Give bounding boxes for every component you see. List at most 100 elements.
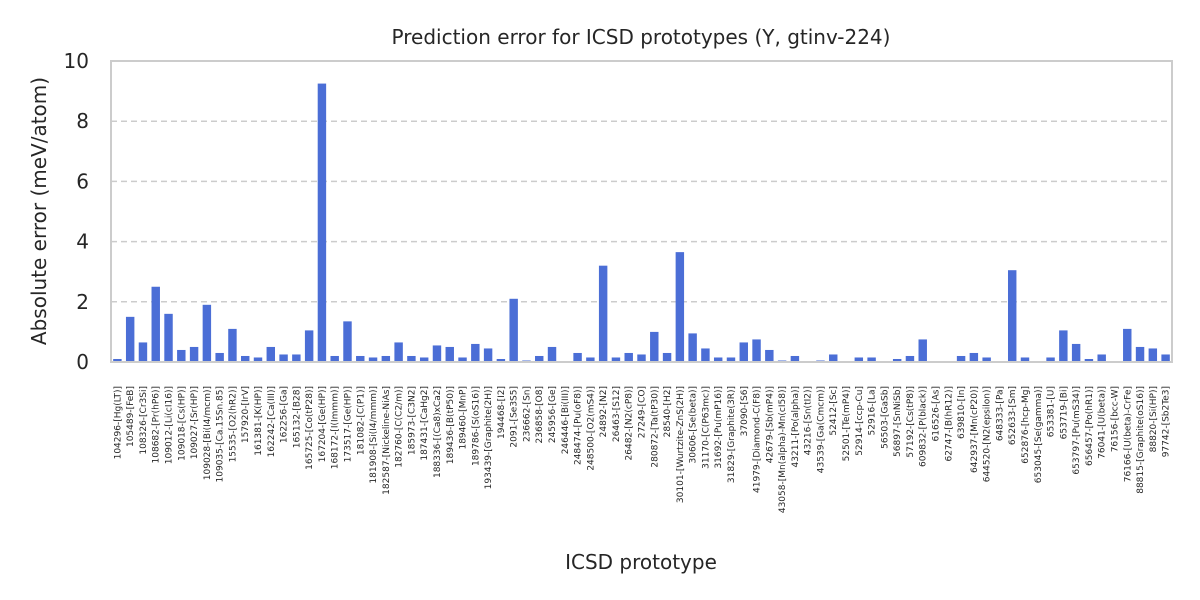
bar xyxy=(662,352,672,362)
bar xyxy=(1046,357,1055,362)
bar xyxy=(752,339,761,362)
bar xyxy=(177,349,186,362)
bar xyxy=(445,346,454,362)
x-tick-label: 189460-[MnP] xyxy=(459,386,469,450)
bar xyxy=(637,354,646,362)
x-tick-label: 165132-[B28] xyxy=(292,386,302,448)
x-tick-label: 52501-[Te(mP4)] xyxy=(842,386,852,461)
bar xyxy=(125,316,135,362)
bar xyxy=(829,354,838,362)
x-tick-label: 161381-[K(HP)] xyxy=(254,386,264,456)
x-tick-label: 194468-[I2] xyxy=(497,386,507,439)
bar xyxy=(905,355,915,362)
bar xyxy=(854,357,864,362)
x-tick-label: 248500-[O2(mS4)] xyxy=(586,386,596,471)
x-tick-label: 193439-[Graphite(2H)] xyxy=(484,386,494,489)
bar xyxy=(1084,358,1094,362)
bar xyxy=(547,346,557,362)
x-tick-label: 76041-[U(beta)] xyxy=(1098,386,1108,459)
x-tick-label: 15535-[O2(hR2)] xyxy=(228,386,238,462)
x-tick-label: 88815-[Graphite(oS16)] xyxy=(1136,386,1146,494)
bar xyxy=(407,355,416,362)
x-tick-label: 109027-[Sr(HP)] xyxy=(190,386,200,459)
bar xyxy=(317,83,327,362)
x-tick-label: 97742-[Sb2Te3] xyxy=(1162,386,1172,457)
bar xyxy=(982,357,991,362)
x-tick-label: 56897-[SnNiSb] xyxy=(893,386,903,457)
x-axis-label: ICSD prototype xyxy=(565,550,717,574)
x-tick-label: 109028-[Bi(I4/mcm)] xyxy=(203,386,213,480)
x-tick-label: 165725-[Co(tP28)] xyxy=(305,386,315,470)
x-tick-label: 2091-[Se3S5] xyxy=(510,386,520,448)
chart-title: Prediction error for ICSD prototypes (Y,… xyxy=(392,25,891,49)
y-tick-label: 10 xyxy=(64,49,89,73)
x-tick-label: 653797-[Pu(mS34)] xyxy=(1072,386,1082,475)
plot-frame xyxy=(110,60,1173,363)
bar xyxy=(343,321,352,362)
x-tick-label: 43211-[Po(alpha)] xyxy=(791,386,801,467)
bar xyxy=(1007,270,1017,362)
y-tick-label: 6 xyxy=(76,169,89,193)
bar xyxy=(956,355,966,362)
x-tick-label: 236858-[O8] xyxy=(535,386,545,443)
bars xyxy=(113,83,1170,362)
x-tick-label: 62747-[B(hR12)] xyxy=(944,386,954,462)
x-tick-label: 109012-[Li(cI16)] xyxy=(165,386,175,464)
x-tick-label: 42679-[Sb(mP4)] xyxy=(765,386,775,463)
x-axis-ticks: 104296-[Hg(LT)] 105489-[FeB] 108326-[Cr3Si… xyxy=(113,386,1171,513)
x-tick-label: 189436-[B(tP50)] xyxy=(446,386,456,464)
x-tick-label: 43058-[Mn(alpha)-Mn(cI58)] xyxy=(778,386,788,513)
bar xyxy=(675,252,685,362)
x-tick-label: 162242-[Ca(III)] xyxy=(267,386,277,457)
x-tick-label: 187431-[CaHg2] xyxy=(420,386,430,461)
x-tick-label: 24892-[N2] xyxy=(599,386,609,437)
bar xyxy=(1148,348,1158,362)
bar xyxy=(138,342,148,362)
bar xyxy=(867,357,876,362)
bar xyxy=(368,357,378,362)
x-tick-label: 43216-[Sn(tI2)] xyxy=(804,386,814,455)
x-tick-label: 653045-[Se(gamma)] xyxy=(1034,386,1044,483)
x-tick-label: 105489-[FeB] xyxy=(126,386,136,447)
x-tick-label: 644520-[N2(epsilon)] xyxy=(983,386,993,482)
y-tick-label: 4 xyxy=(76,230,89,254)
x-tick-label: 652876-[hcp-Mg] xyxy=(1021,386,1031,464)
bar xyxy=(573,352,582,362)
x-tick-label: 37090-[S6] xyxy=(740,386,750,436)
bar xyxy=(202,304,212,362)
bar xyxy=(535,355,544,362)
x-tick-label: 52916-[La] xyxy=(868,386,878,435)
bar xyxy=(969,352,979,362)
grid-lines xyxy=(111,120,1172,303)
bar xyxy=(304,330,314,362)
x-tick-label: 108682-[Pr(hP6)] xyxy=(152,386,162,463)
x-tick-label: 109035-[Ca.15Sn.85] xyxy=(216,386,226,482)
x-tick-label: 26463-[S12] xyxy=(612,386,622,442)
bar xyxy=(228,328,237,362)
bar xyxy=(292,354,301,362)
x-tick-label: 653381-[U] xyxy=(1047,386,1057,437)
y-tick-label: 8 xyxy=(76,109,89,133)
x-tick-label: 167204-[Ge(HP)] xyxy=(318,386,328,462)
x-tick-label: 56503-[GaSb] xyxy=(880,386,890,449)
bar xyxy=(496,358,506,362)
x-tick-label: 26482-[N2(cP8)] xyxy=(625,386,635,460)
bar xyxy=(151,286,160,362)
x-tick-label: 41979-[Diamond-C(F8)] xyxy=(753,386,763,493)
bar xyxy=(419,357,429,362)
x-tick-label: 31170-[C(P63mc)] xyxy=(701,386,711,469)
x-tick-label: 616526-[As] xyxy=(932,386,942,441)
y-axis-label: Absolute error (meV/atom) xyxy=(27,77,51,345)
bar xyxy=(586,357,595,362)
x-tick-label: 236662-[Sn] xyxy=(522,386,532,442)
bar xyxy=(688,333,697,362)
x-tick-label: 157920-[IrV] xyxy=(241,386,251,443)
x-tick-label: 182587-[Nickeline-NiAs] xyxy=(382,386,392,495)
x-tick-label: 52914-[ccp-Cu] xyxy=(855,386,865,456)
x-tick-label: 182760-[C(C2/m)] xyxy=(395,386,405,468)
x-tick-label: 27249-[CO] xyxy=(638,386,648,438)
bar xyxy=(279,354,288,362)
bar xyxy=(624,352,633,362)
x-tick-label: 181082-[C(P1)] xyxy=(356,386,366,455)
bar xyxy=(1071,343,1081,362)
